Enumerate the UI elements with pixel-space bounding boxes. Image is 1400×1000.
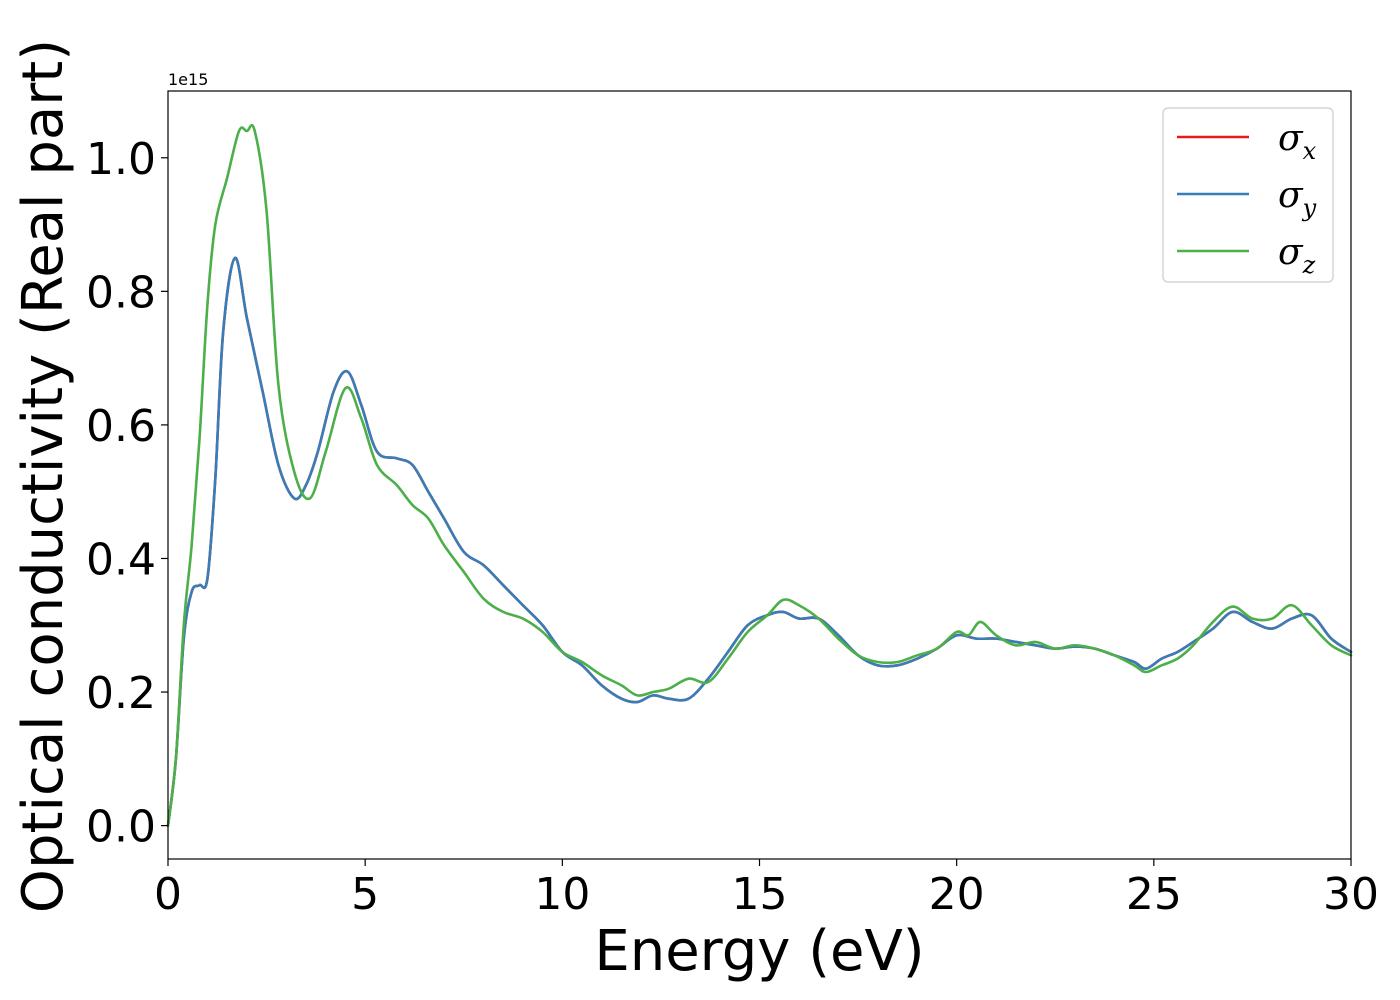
y-tick-label: 0.0 xyxy=(86,802,156,853)
x-axis: 0 5 10 15 20 25 30 xyxy=(154,859,1379,920)
y-offset-label: 1e15 xyxy=(168,70,208,89)
y-tick-label: 0.2 xyxy=(86,668,156,719)
x-tick-label: 0 xyxy=(154,869,182,920)
y-tick-label: 0.8 xyxy=(86,267,156,318)
series-line-sigma-z xyxy=(166,123,1353,827)
x-tick-label: 25 xyxy=(1126,869,1182,920)
x-tick-label: 15 xyxy=(732,869,788,920)
series-layer xyxy=(166,123,1353,827)
y-tick-label: 0.4 xyxy=(86,534,156,585)
y-axis: 0.0 0.2 0.4 0.6 0.8 1.0 xyxy=(86,134,168,853)
x-tick-label: 30 xyxy=(1323,869,1379,920)
x-tick-label: 10 xyxy=(534,869,590,920)
y-tick-label: 0.6 xyxy=(86,401,156,452)
y-axis-label: Optical conductivity (Real part) xyxy=(11,39,76,913)
x-tick-label: 20 xyxy=(929,869,985,920)
x-tick-label: 5 xyxy=(351,869,379,920)
x-axis-label: Energy (eV) xyxy=(594,919,924,984)
series-line-sigma-y xyxy=(166,256,1353,827)
y-tick-label: 1.0 xyxy=(86,134,156,185)
